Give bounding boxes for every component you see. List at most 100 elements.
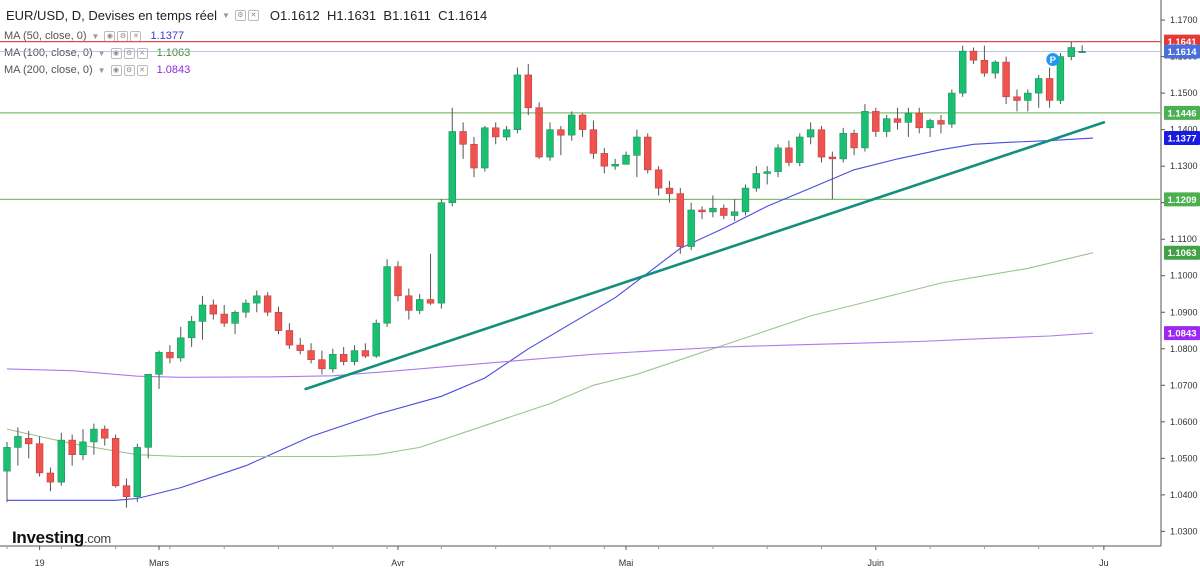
y-tick-label: 1.1100 xyxy=(1170,234,1197,244)
price-tag-bg xyxy=(1164,131,1200,146)
price-tag-1.1377: 1.1377 xyxy=(1164,131,1200,146)
candle-down xyxy=(111,437,120,487)
candle-down xyxy=(785,147,793,163)
candle-down xyxy=(394,266,402,297)
candle-down xyxy=(893,118,902,123)
candle-up xyxy=(242,302,250,313)
indicator-value: 1.1377 xyxy=(150,30,185,42)
y-tick-label: 1.1700 xyxy=(1170,15,1198,25)
candle-up xyxy=(1056,56,1065,101)
indicator-legend-ma50[interactable]: MA (50, close, 0) ▼ ◉ ⚙ ✕ 1.1377 xyxy=(4,30,185,42)
candle-down xyxy=(339,353,348,362)
candle-down xyxy=(426,299,435,304)
candle-down xyxy=(274,311,283,331)
candle-down xyxy=(578,114,587,130)
indicator-legend-ma100[interactable]: MA (100, close, 0) ▼ ◉ ⚙ ✕ 1.1063 xyxy=(4,47,191,59)
chevron-down-icon[interactable]: ▼ xyxy=(97,65,106,75)
candle-up xyxy=(198,304,207,322)
close-icon[interactable]: ✕ xyxy=(136,47,148,59)
close-icon[interactable]: ✕ xyxy=(136,64,148,76)
marker-label: P xyxy=(1050,55,1057,66)
candle-up xyxy=(79,441,87,455)
candle-up xyxy=(709,207,717,213)
chevron-down-icon[interactable]: ▼ xyxy=(97,48,106,58)
moving-average-line xyxy=(6,332,1094,378)
settings-icon[interactable]: ⚙ xyxy=(117,30,129,42)
candle-up xyxy=(187,321,196,339)
x-tick-label: 19 xyxy=(35,558,45,568)
price-tag-label: 1.1377 xyxy=(1167,134,1196,145)
y-tick-label: 1.0300 xyxy=(1170,526,1198,536)
candle-up xyxy=(133,447,141,497)
price-tag-label: 1.1063 xyxy=(1167,248,1196,259)
y-tick-label: 1.0400 xyxy=(1170,490,1198,500)
chevron-down-icon[interactable]: ▼ xyxy=(91,31,100,41)
candle-up xyxy=(611,164,619,167)
candle-down xyxy=(643,136,652,171)
candle-down xyxy=(491,127,500,138)
candle-up xyxy=(763,171,771,174)
close-icon[interactable]: ✕ xyxy=(247,10,259,21)
price-tag-1.1063: 1.1063 xyxy=(1164,245,1200,260)
x-tick-label: Ju xyxy=(1099,558,1109,568)
candle-up xyxy=(882,118,891,132)
candle-up xyxy=(567,114,576,136)
visibility-icon[interactable]: ◉ xyxy=(104,30,116,42)
indicator-value: 1.1063 xyxy=(156,47,191,59)
settings-icon[interactable]: ⚙ xyxy=(123,64,135,76)
candle-down xyxy=(915,112,923,129)
y-tick-label: 1.0800 xyxy=(1170,344,1198,354)
y-tick-label: 1.1500 xyxy=(1170,88,1198,98)
price-tag-bg xyxy=(1164,326,1200,341)
candle-down xyxy=(850,133,858,149)
x-tick-label: Mars xyxy=(149,558,169,568)
candle-down xyxy=(1002,61,1010,98)
candle-down xyxy=(1013,96,1021,101)
candle-down xyxy=(35,443,44,474)
price-tag-bg xyxy=(1164,44,1200,59)
trendline xyxy=(304,121,1106,391)
candle-down xyxy=(318,359,326,370)
visibility-icon[interactable]: ◉ xyxy=(110,64,122,76)
ohlc-readout: O1.1612 H1.1631 B1.1611 C1.1614 xyxy=(269,8,488,23)
candle-up xyxy=(741,187,750,213)
price-tag-1.0843: 1.0843 xyxy=(1164,326,1200,341)
candle-up xyxy=(546,129,554,158)
chevron-down-icon[interactable]: ▼ xyxy=(221,11,230,20)
price-tag-1.1446: 1.1446 xyxy=(1164,105,1200,120)
candle-down xyxy=(68,439,76,456)
candle-up xyxy=(1078,51,1086,53)
y-tick-label: 1.0600 xyxy=(1170,417,1198,427)
candle-down xyxy=(459,131,467,145)
candle-down xyxy=(589,129,598,154)
candle-down xyxy=(296,344,304,351)
candle-down xyxy=(166,352,174,359)
candle-down xyxy=(285,330,294,346)
candle-up xyxy=(861,111,869,149)
candle-up xyxy=(3,447,11,472)
indicator-toolbar: ◉ ⚙ ✕ xyxy=(110,47,148,59)
indicator-legend-ma200[interactable]: MA (200, close, 0) ▼ ◉ ⚙ ✕ 1.0843 xyxy=(4,64,191,76)
close-icon[interactable]: ✕ xyxy=(130,30,142,42)
settings-icon[interactable]: ⚙ xyxy=(234,10,246,21)
candle-down xyxy=(524,74,533,109)
candle-up xyxy=(57,439,66,483)
candle-down xyxy=(676,193,685,247)
candle-down xyxy=(361,350,370,357)
legend-toolbar: ⚙ ✕ xyxy=(234,10,259,21)
symbol-title: EUR/USD, D, Devises en temps réel xyxy=(6,8,217,23)
candle-down xyxy=(720,207,728,216)
candle-up xyxy=(372,322,380,357)
candle-down xyxy=(101,428,109,439)
candle-down xyxy=(122,485,131,498)
candle-down xyxy=(937,120,945,125)
indicator-toolbar: ◉ ⚙ ✕ xyxy=(110,64,148,76)
candle-down xyxy=(654,169,663,189)
visibility-icon[interactable]: ◉ xyxy=(110,47,122,59)
candle-down xyxy=(557,129,565,136)
candle-down xyxy=(600,153,609,167)
price-tag-bg xyxy=(1164,192,1200,207)
settings-icon[interactable]: ⚙ xyxy=(123,47,135,59)
price-tag-label: 1.1446 xyxy=(1167,108,1196,119)
